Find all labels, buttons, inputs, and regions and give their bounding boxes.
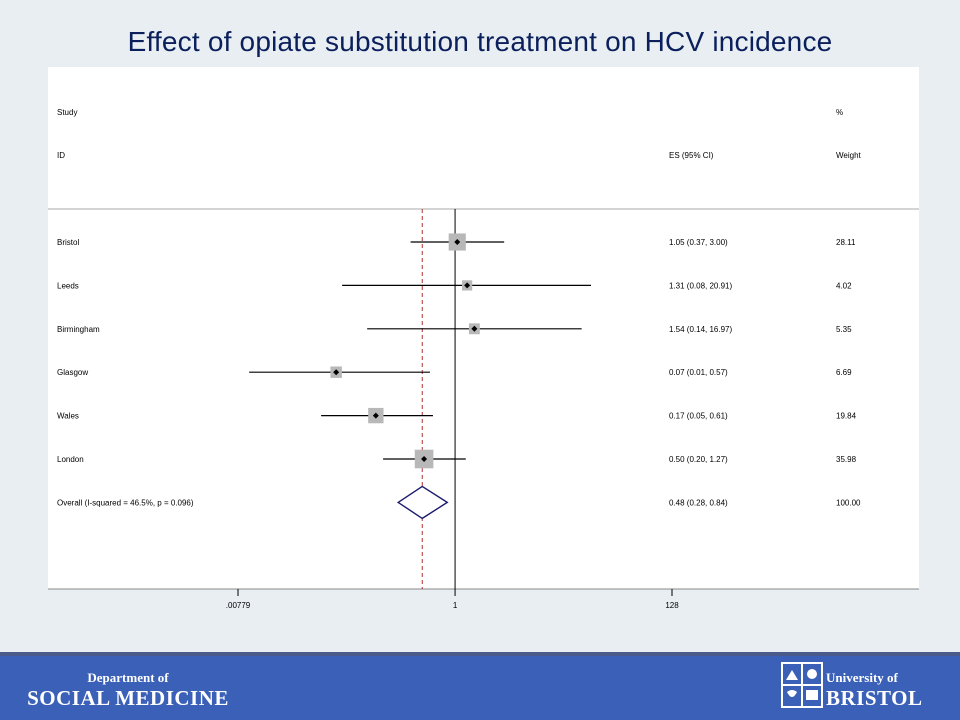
point-estimate	[464, 282, 471, 289]
study-label: Wales	[57, 412, 79, 421]
x-tick-label: 1	[453, 601, 458, 610]
university-of-label: University of	[826, 670, 898, 685]
x-tick-label: .00779	[226, 601, 251, 610]
point-estimate	[333, 369, 340, 376]
es-ci-label: 0.07 (0.01, 0.57)	[669, 368, 728, 377]
study-label: London	[57, 455, 84, 464]
overall-es-label: 0.48 (0.28, 0.84)	[669, 498, 728, 507]
footer-bar	[0, 656, 960, 720]
es-ci-label: 1.31 (0.08, 20.91)	[669, 281, 732, 290]
plot-panel	[48, 67, 919, 589]
study-label: Leeds	[57, 281, 79, 290]
department-of-label: Department of	[87, 670, 169, 685]
point-estimate	[421, 456, 428, 462]
slide-title: Effect of opiate substitution treatment …	[127, 26, 833, 57]
overall-weight-label: 100.00	[836, 498, 861, 507]
es-ci-label: 1.05 (0.37, 3.00)	[669, 238, 728, 247]
weight-label: 35.98	[836, 455, 857, 464]
header-percent: %	[836, 108, 843, 117]
weight-label: 28.11	[836, 238, 856, 247]
overall-label: Overall (I-squared = 46.5%, p = 0.096)	[57, 498, 194, 507]
overall-diamond	[396, 485, 449, 520]
es-ci-label: 1.54 (0.14, 16.97)	[669, 325, 732, 334]
forest-plot: Study ID ES (95% CI) % Weight .00779 1 128…	[48, 67, 919, 610]
department-name: SOCIAL MEDICINE	[27, 686, 229, 710]
study-label: Glasgow	[57, 368, 88, 377]
header-weight: Weight	[836, 151, 862, 160]
header-id: ID	[57, 151, 65, 160]
header-es: ES (95% CI)	[669, 151, 714, 160]
weight-label: 4.02	[836, 281, 852, 290]
point-estimate	[372, 412, 379, 419]
es-ci-label: 0.17 (0.05, 0.61)	[669, 412, 728, 421]
footer-stripe	[0, 652, 960, 656]
weight-label: 19.84	[836, 412, 857, 421]
point-estimate	[454, 239, 461, 245]
bristol-crest-icon	[781, 662, 823, 708]
study-label: Birmingham	[57, 325, 100, 334]
es-ci-label: 0.50 (0.20, 1.27)	[669, 455, 728, 464]
point-estimate	[471, 325, 478, 332]
university-name: BRISTOL	[826, 686, 923, 710]
weight-label: 6.69	[836, 368, 852, 377]
x-tick-label: 128	[665, 601, 679, 610]
study-label: Bristol	[57, 238, 79, 247]
header-study: Study	[57, 108, 77, 117]
weight-label: 5.35	[836, 325, 852, 334]
